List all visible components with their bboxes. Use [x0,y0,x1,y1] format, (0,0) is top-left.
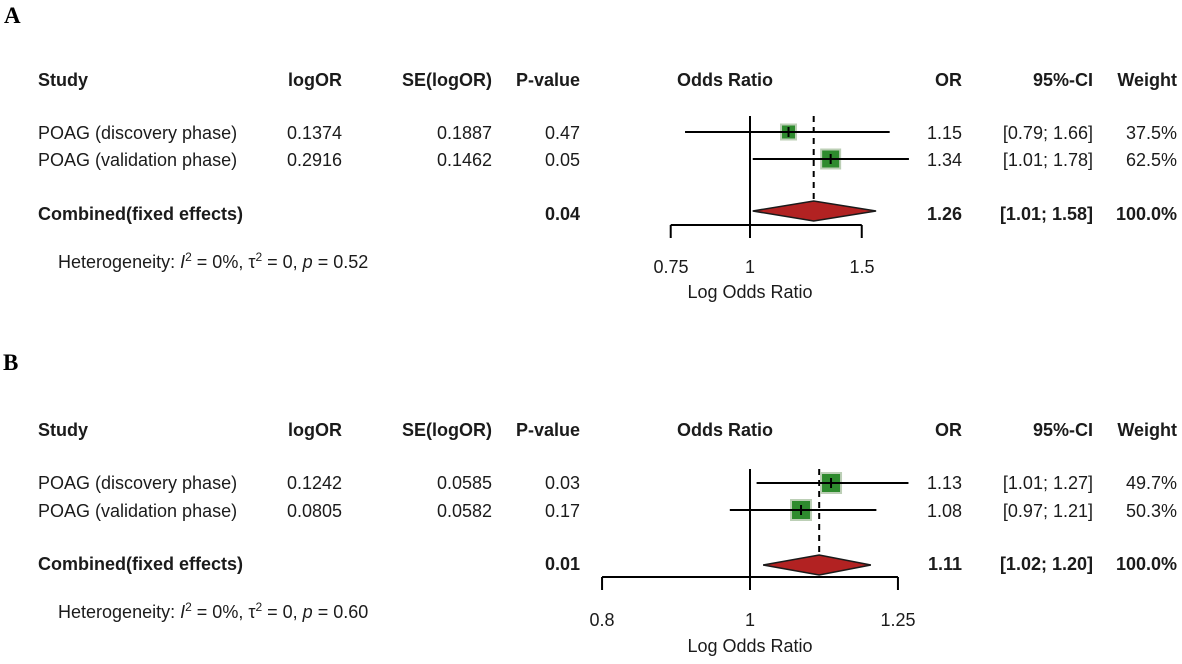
col-header-se: SE(logOR) [402,420,492,440]
het-p-value: = 0.52 [312,252,369,272]
study-row-se: 0.0585 [436,473,492,493]
combined-row-weight: 100.0% [1115,554,1177,574]
axis-tick-label: 1.5 [849,257,875,277]
combined-row-or: 1.26 [926,204,962,224]
col-header-plot: Odds Ratio [676,420,773,440]
combined-row-name: Combined(fixed effects) [38,204,244,224]
het-i-value: = 0%, [191,602,249,622]
study-row-ci: [1.01; 1.78] [1002,150,1093,170]
het-i-symbol: I [180,602,186,622]
study-row-pvalue: 0.17 [544,501,580,521]
study-row-or: 1.34 [926,150,962,170]
het-tau-value: = 0, [262,252,303,272]
heterogeneity-note: Heterogeneity: I2 = 0%, τ2 = 0, p = 0.60 [38,579,368,622]
col-header-study: Study [38,420,89,440]
panel-b-label: B [3,350,19,375]
combined-row-pvalue: 0.04 [544,204,580,224]
col-header-ci: 95%-CI [1032,70,1093,90]
study-row-pvalue: 0.03 [544,473,580,493]
panel-a-label: A [4,3,21,28]
study-row-pvalue: 0.05 [544,150,580,170]
study-row-ci: [0.79; 1.66] [1002,123,1093,143]
col-header-or: OR [935,420,962,440]
axis-title: Log Odds Ratio [687,282,813,302]
col-header-or: OR [935,70,962,90]
axis-tick-label: 1 [744,257,755,277]
combined-row-or: 1.11 [927,554,962,574]
study-row-logor: 0.2916 [286,150,342,170]
het-prefix: Heterogeneity: [58,602,181,622]
axis-tick-label: 0.75 [653,257,689,277]
het-i-sup: 2 [185,600,192,614]
combined-row-pvalue: 0.01 [544,554,580,574]
study-row-weight: 49.7% [1125,473,1177,493]
het-p-value: = 0.60 [312,602,369,622]
combined-row-name: Combined(fixed effects) [38,554,244,574]
heterogeneity-note: Heterogeneity: I2 = 0%, τ2 = 0, p = 0.52 [38,229,368,272]
col-header-weight: Weight [1117,420,1177,440]
het-tau-sup: 2 [255,250,263,264]
study-row-weight: 62.5% [1125,150,1177,170]
het-tau-sup: 2 [255,600,263,614]
study-row-ci: [0.97; 1.21] [1002,501,1093,521]
study-row-pvalue: 0.47 [544,123,580,143]
col-header-pvalue: P-value [515,420,580,440]
combined-row-ci: [1.02; 1.20] [999,554,1093,574]
het-prefix: Heterogeneity: [58,252,181,272]
het-i-value: = 0%, [191,252,249,272]
het-tau-symbol: τ [248,602,256,622]
study-row-se: 0.1887 [436,123,492,143]
het-tau-symbol: τ [248,252,256,272]
het-i-symbol: I [180,252,186,272]
axis-title: Log Odds Ratio [687,636,813,656]
combined-row-ci: [1.01; 1.58] [999,204,1093,224]
study-row-or: 1.15 [926,123,962,143]
het-p-symbol: p [302,602,313,622]
study-row-name: POAG (discovery phase) [38,123,238,143]
col-header-pvalue: P-value [515,70,580,90]
col-header-study: Study [38,70,89,90]
study-row-weight: 50.3% [1125,501,1177,521]
study-row-logor: 0.1374 [286,123,342,143]
study-row-se: 0.1462 [436,150,492,170]
study-row-name: POAG (validation phase) [38,150,238,170]
study-row-logor: 0.1242 [286,473,342,493]
col-header-logor: logOR [288,420,342,440]
study-row-or: 1.08 [926,501,962,521]
study-row-name: POAG (discovery phase) [38,473,238,493]
col-header-plot: Odds Ratio [676,70,773,90]
study-row-weight: 37.5% [1125,123,1177,143]
study-row-logor: 0.0805 [286,501,342,521]
het-p-symbol: p [302,252,313,272]
study-row-ci: [1.01; 1.27] [1002,473,1093,493]
col-header-ci: 95%-CI [1032,420,1093,440]
axis-tick-label: 0.8 [589,610,615,630]
het-i-sup: 2 [185,250,192,264]
col-header-logor: logOR [288,70,342,90]
col-header-se: SE(logOR) [402,70,492,90]
het-tau-value: = 0, [262,602,303,622]
col-header-weight: Weight [1117,70,1177,90]
axis-tick-label: 1.25 [880,610,916,630]
study-row-or: 1.13 [926,473,962,493]
combined-row-weight: 100.0% [1115,204,1177,224]
study-row-name: POAG (validation phase) [38,501,238,521]
axis-tick-label: 1 [744,610,755,630]
study-row-se: 0.0582 [436,501,492,521]
